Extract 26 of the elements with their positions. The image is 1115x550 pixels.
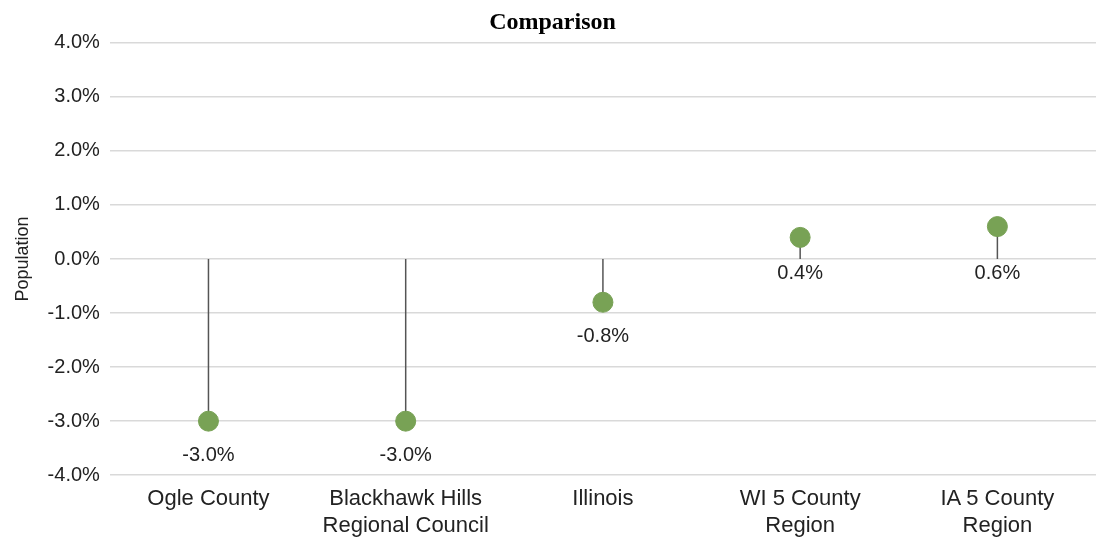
y-tick-label: -3.0% [47,408,101,431]
point [986,216,1008,238]
x-tick-label: Ogle County [147,485,270,511]
point [197,410,219,432]
point [395,410,417,432]
data-label: 0.6% [974,260,1021,283]
data-label: -3.0% [379,442,433,465]
x-tick-label: IA 5 County Region [940,485,1055,537]
x-tick-label: Blackhawk Hills Regional Council [322,485,489,537]
data-label: -3.0% [182,442,235,465]
y-tick-label: -1.0% [47,300,101,323]
data-label: 0.4% [777,260,824,283]
y-tick-label: 0.0% [54,246,101,269]
y-tick-label: -4.0% [47,462,101,485]
y-tick-label: 2.0% [54,138,101,161]
point [789,226,811,248]
x-tick-label: WI 5 County Region [739,485,861,537]
y-axis-title: Population [11,216,32,302]
y-tick-label: -2.0% [47,354,101,377]
y-tick-label: 3.0% [54,84,101,107]
chart-title: Comparison [489,7,616,34]
x-tick-label: Illinois [572,485,634,511]
data-label: -0.8% [576,323,630,346]
y-tick-label: 1.0% [54,192,101,215]
y-tick-label: 4.0% [54,30,101,53]
point [592,291,614,313]
